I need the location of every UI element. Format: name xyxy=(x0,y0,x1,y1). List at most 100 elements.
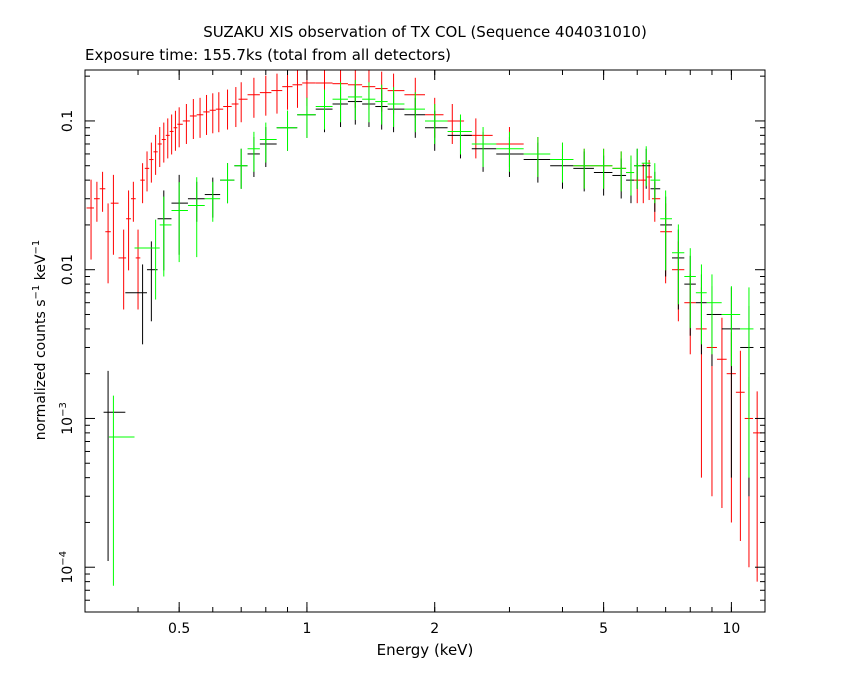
data-point xyxy=(238,82,248,123)
data-point xyxy=(523,142,551,183)
y-axis-label-main: normalized counts s xyxy=(33,299,49,440)
data-point xyxy=(496,131,524,172)
data-point xyxy=(259,122,277,163)
plot-frame xyxy=(84,69,766,613)
data-point xyxy=(672,224,685,305)
data-point xyxy=(634,148,642,189)
data-point xyxy=(404,77,425,118)
series-0 xyxy=(86,70,762,582)
data-point xyxy=(177,107,183,148)
data-point xyxy=(404,97,425,138)
x-tick-label: 5 xyxy=(599,621,608,637)
data-point xyxy=(626,155,635,196)
data-point xyxy=(259,75,272,116)
data-point xyxy=(695,264,707,345)
data-point xyxy=(159,196,172,277)
data-point xyxy=(297,97,316,138)
y-tick-label: 10−4 xyxy=(58,551,76,584)
y-tick-label: 10−3 xyxy=(58,402,76,435)
data-point xyxy=(573,148,594,189)
data-point xyxy=(740,306,754,497)
data-point xyxy=(110,174,119,255)
data-point xyxy=(108,395,135,586)
data-point xyxy=(223,89,232,130)
data-point xyxy=(153,134,158,175)
data-point xyxy=(375,84,388,125)
y-tick-label: 0.1 xyxy=(60,110,76,132)
data-point xyxy=(182,103,190,144)
data-point xyxy=(144,151,150,192)
data-point xyxy=(641,146,651,187)
data-point xyxy=(464,118,493,159)
data-point xyxy=(550,148,574,189)
data-point xyxy=(684,248,696,329)
data-point xyxy=(721,286,741,367)
data-point xyxy=(492,127,524,168)
y-axis-label-sup2: −1 xyxy=(31,240,42,255)
data-point xyxy=(189,99,197,140)
data-point xyxy=(650,171,661,212)
data-point xyxy=(650,163,661,204)
series-2 xyxy=(108,79,754,586)
data-point xyxy=(292,70,303,108)
data-point xyxy=(196,97,204,138)
data-point xyxy=(86,179,94,260)
data-point xyxy=(332,82,348,123)
data-point xyxy=(706,274,722,355)
data-point xyxy=(626,155,635,196)
data-point xyxy=(387,92,405,133)
data-point xyxy=(165,118,170,159)
chart-title: SUZAKU XIS observation of TX COL (Sequen… xyxy=(203,23,647,41)
y-axis-label-sup1: −1 xyxy=(31,285,42,300)
data-point xyxy=(550,142,574,183)
axis-layer: 0.5 1 2 5 10 0.1 0.01 10−3 10−4 xyxy=(58,70,765,637)
data-point xyxy=(612,151,627,192)
data-point xyxy=(387,73,405,114)
data-point xyxy=(99,171,106,212)
data-point xyxy=(387,87,405,128)
data-point xyxy=(302,70,316,107)
data-point xyxy=(276,110,298,151)
series-1 xyxy=(103,84,754,562)
data-point xyxy=(171,174,188,255)
data-point xyxy=(259,127,277,168)
data-point xyxy=(282,70,293,110)
data-point xyxy=(140,163,145,204)
data-point xyxy=(93,181,100,222)
data-point xyxy=(135,229,141,310)
data-point xyxy=(118,229,127,310)
x-axis-label: Energy (keV) xyxy=(377,641,474,659)
data-point xyxy=(443,103,465,144)
data-point xyxy=(612,158,627,199)
data-point xyxy=(447,118,472,159)
data-point xyxy=(612,151,627,192)
data-point xyxy=(126,190,131,271)
data-point xyxy=(447,114,472,155)
data-point xyxy=(626,163,635,204)
data-point xyxy=(593,148,613,189)
data-point xyxy=(204,181,221,222)
data-point xyxy=(634,148,642,189)
data-point xyxy=(523,136,551,177)
data-point xyxy=(740,287,754,478)
data-point xyxy=(149,142,154,183)
data-point xyxy=(105,203,111,284)
data-point xyxy=(276,110,298,151)
data-point xyxy=(735,350,745,542)
y-axis-label-mid: keV xyxy=(33,254,49,285)
data-point xyxy=(425,103,448,144)
y-axis-label: normalized counts s−1 keV−1 xyxy=(31,240,49,441)
data-point xyxy=(103,370,126,562)
data-point xyxy=(231,87,239,128)
data-point xyxy=(169,114,174,155)
data-point xyxy=(716,317,727,509)
data-point xyxy=(203,94,210,135)
data-point xyxy=(171,182,188,263)
data-point xyxy=(362,82,376,123)
x-tick-label: 10 xyxy=(722,621,740,637)
data-point xyxy=(753,391,762,582)
data-point xyxy=(234,148,248,189)
x-tick-label: 0.5 xyxy=(168,621,190,637)
chart-subtitle: Exposure time: 155.7ks (total from all d… xyxy=(85,46,451,64)
